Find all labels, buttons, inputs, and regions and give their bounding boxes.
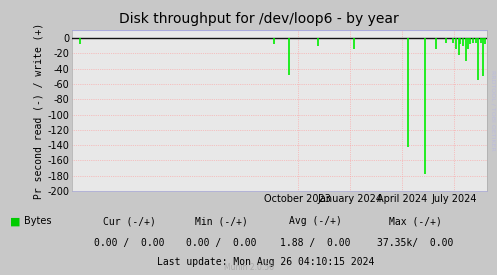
Text: 37.35k/  0.00: 37.35k/ 0.00: [377, 238, 453, 248]
Y-axis label: Pr second read (-) / write (+): Pr second read (-) / write (+): [33, 23, 43, 199]
Text: Min (-/+): Min (-/+): [195, 216, 248, 226]
Text: Bytes: Bytes: [24, 216, 51, 226]
Text: Max (-/+): Max (-/+): [389, 216, 441, 226]
Text: 0.00 /  0.00: 0.00 / 0.00: [94, 238, 165, 248]
Text: Avg (-/+): Avg (-/+): [289, 216, 342, 226]
Text: Cur (-/+): Cur (-/+): [103, 216, 156, 226]
Text: Last update: Mon Aug 26 04:10:15 2024: Last update: Mon Aug 26 04:10:15 2024: [157, 257, 375, 267]
Text: RRDTOOL / TOBI OETIKER: RRDTOOL / TOBI OETIKER: [491, 70, 496, 150]
Text: Munin 2.0.56: Munin 2.0.56: [224, 263, 273, 272]
Text: 1.88 /  0.00: 1.88 / 0.00: [280, 238, 351, 248]
Text: 0.00 /  0.00: 0.00 / 0.00: [186, 238, 256, 248]
Text: Disk throughput for /dev/loop6 - by year: Disk throughput for /dev/loop6 - by year: [119, 12, 398, 26]
Text: ■: ■: [10, 216, 20, 226]
